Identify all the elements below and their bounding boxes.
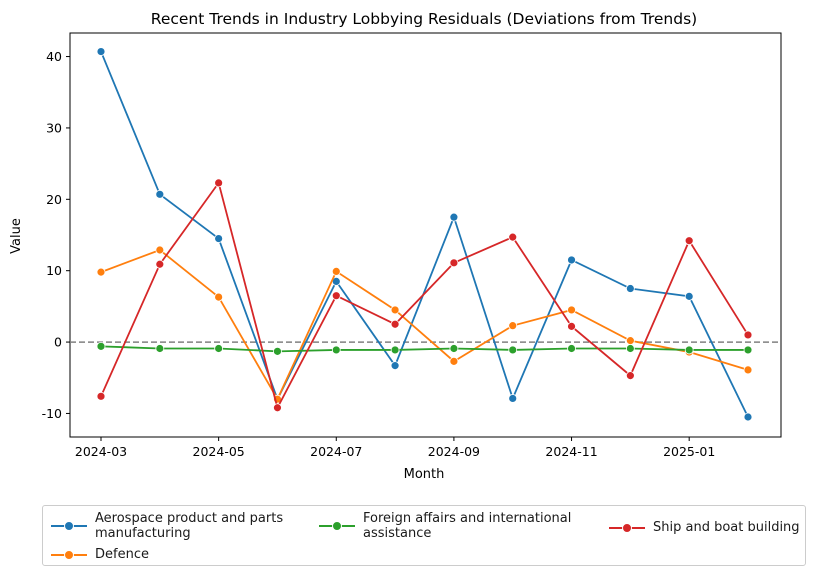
data-point <box>743 330 753 340</box>
x-axis-label: Month <box>404 467 445 482</box>
data-point <box>449 356 459 366</box>
legend-swatch <box>51 549 87 561</box>
legend-label: Aerospace product and parts manufacturin… <box>95 511 284 541</box>
data-point <box>684 236 694 246</box>
legend-item: Foreign affairs and international assist… <box>319 511 603 541</box>
y-tick-label: -10 <box>42 406 62 421</box>
data-point <box>331 291 341 301</box>
data-point <box>331 267 341 276</box>
data-point <box>214 234 224 243</box>
data-point <box>155 344 165 353</box>
legend-label: Ship and boat building <box>653 520 800 535</box>
legend-swatch <box>319 520 355 532</box>
series-2 <box>96 341 753 356</box>
data-point <box>155 259 165 269</box>
line-chart: Recent Trends in Industry Lobbying Resid… <box>9 10 782 482</box>
data-point <box>743 412 753 422</box>
legend-item: Defence <box>51 547 315 562</box>
data-point <box>273 346 282 356</box>
data-point <box>273 403 282 413</box>
legend-swatch <box>609 522 645 534</box>
series-line <box>100 248 749 402</box>
series-line <box>100 345 748 353</box>
data-point <box>625 336 635 346</box>
data-point <box>567 255 576 265</box>
data-point <box>449 212 459 222</box>
y-axis-label: Value <box>9 218 24 254</box>
data-point <box>449 258 459 268</box>
axes: -10 0 10 20 30 40 2024-03 2024-05 2024-07 2024-09… <box>42 32 782 459</box>
data-point <box>96 267 106 277</box>
legend-item: Aerospace product and parts manufacturin… <box>51 511 310 541</box>
data-point <box>155 189 165 199</box>
data-point <box>214 178 224 188</box>
data-point <box>567 321 576 331</box>
data-point <box>625 344 635 353</box>
data-point <box>743 345 753 355</box>
legend-label: Defence <box>95 547 149 562</box>
series-0 <box>96 47 753 422</box>
data-point <box>508 232 518 242</box>
data-point <box>625 371 635 381</box>
x-tick-label: 2024-05 <box>193 444 245 459</box>
legend-item: Ship and boat building <box>609 520 816 535</box>
legend-label: Foreign affairs and international assist… <box>363 511 572 541</box>
data-point <box>390 345 400 355</box>
y-tick-label: 20 <box>46 192 62 207</box>
data-point <box>96 341 106 351</box>
series-3 <box>96 178 753 413</box>
data-point <box>449 344 459 353</box>
data-point <box>567 305 576 315</box>
data-point <box>390 361 400 371</box>
data-point <box>508 345 518 355</box>
x-tick-label: 2025-01 <box>663 444 715 459</box>
series-marks <box>96 47 753 422</box>
series-1 <box>96 245 753 404</box>
legend-swatch <box>51 520 87 532</box>
data-point <box>625 284 635 293</box>
y-tick-label: 0 <box>54 335 62 350</box>
data-point <box>214 344 224 353</box>
data-point <box>684 291 694 301</box>
data-point <box>508 321 518 331</box>
data-point <box>684 345 694 355</box>
series-line <box>100 180 749 411</box>
data-point <box>331 345 341 355</box>
data-point <box>390 305 400 315</box>
data-point <box>155 245 165 255</box>
data-point <box>214 292 224 302</box>
data-point <box>508 394 518 403</box>
x-tick-label: 2024-09 <box>428 444 480 459</box>
series-line <box>100 51 749 418</box>
x-tick-label: 2024-11 <box>545 444 597 459</box>
x-tick-label: 2024-03 <box>75 444 127 459</box>
data-point <box>390 319 400 329</box>
data-point <box>96 47 106 56</box>
legend: Aerospace product and parts manufacturin… <box>42 505 806 566</box>
data-point <box>567 344 576 353</box>
y-tick-label: 10 <box>46 263 62 278</box>
y-tick-label: 40 <box>46 49 62 64</box>
plot-frame <box>69 32 782 438</box>
x-tick-label: 2024-07 <box>310 444 362 459</box>
data-point <box>96 391 106 401</box>
data-point <box>743 365 753 375</box>
y-tick-label: 30 <box>46 120 62 135</box>
chart-title: Recent Trends in Industry Lobbying Resid… <box>151 10 697 28</box>
